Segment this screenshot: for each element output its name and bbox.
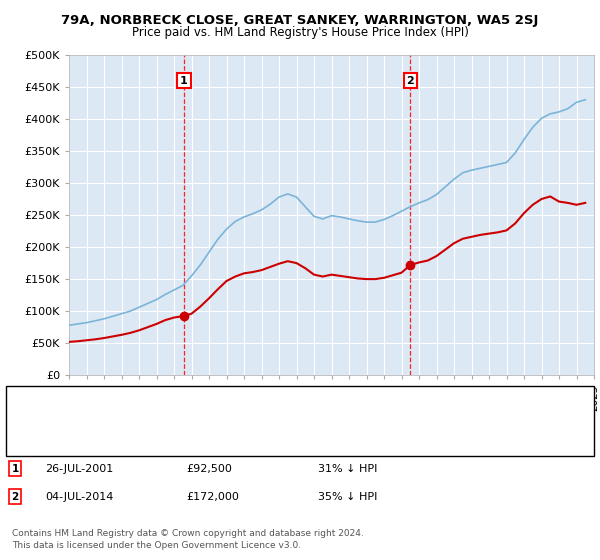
Text: £92,500: £92,500	[186, 464, 232, 474]
Text: 2: 2	[406, 76, 414, 86]
Text: HPI: Average price, detached house, Warrington: HPI: Average price, detached house, Warr…	[51, 412, 302, 422]
Text: Price paid vs. HM Land Registry's House Price Index (HPI): Price paid vs. HM Land Registry's House …	[131, 26, 469, 39]
Text: ——: ——	[18, 391, 43, 404]
Text: 35% ↓ HPI: 35% ↓ HPI	[318, 492, 377, 502]
Text: 79A, NORBRECK CLOSE, GREAT SANKEY, WARRINGTON, WA5 2SJ (detached house): 79A, NORBRECK CLOSE, GREAT SANKEY, WARRI…	[51, 393, 482, 403]
Text: 1: 1	[180, 76, 188, 86]
Text: £172,000: £172,000	[186, 492, 239, 502]
Text: 31% ↓ HPI: 31% ↓ HPI	[318, 464, 377, 474]
Text: Contains HM Land Registry data © Crown copyright and database right 2024.
This d: Contains HM Land Registry data © Crown c…	[12, 529, 364, 550]
Text: 26-JUL-2001: 26-JUL-2001	[45, 464, 113, 474]
Text: 2: 2	[11, 492, 19, 502]
Text: 1: 1	[11, 464, 19, 474]
Text: 04-JUL-2014: 04-JUL-2014	[45, 492, 113, 502]
Text: 79A, NORBRECK CLOSE, GREAT SANKEY, WARRINGTON, WA5 2SJ: 79A, NORBRECK CLOSE, GREAT SANKEY, WARRI…	[61, 14, 539, 27]
Text: ——: ——	[18, 410, 43, 424]
